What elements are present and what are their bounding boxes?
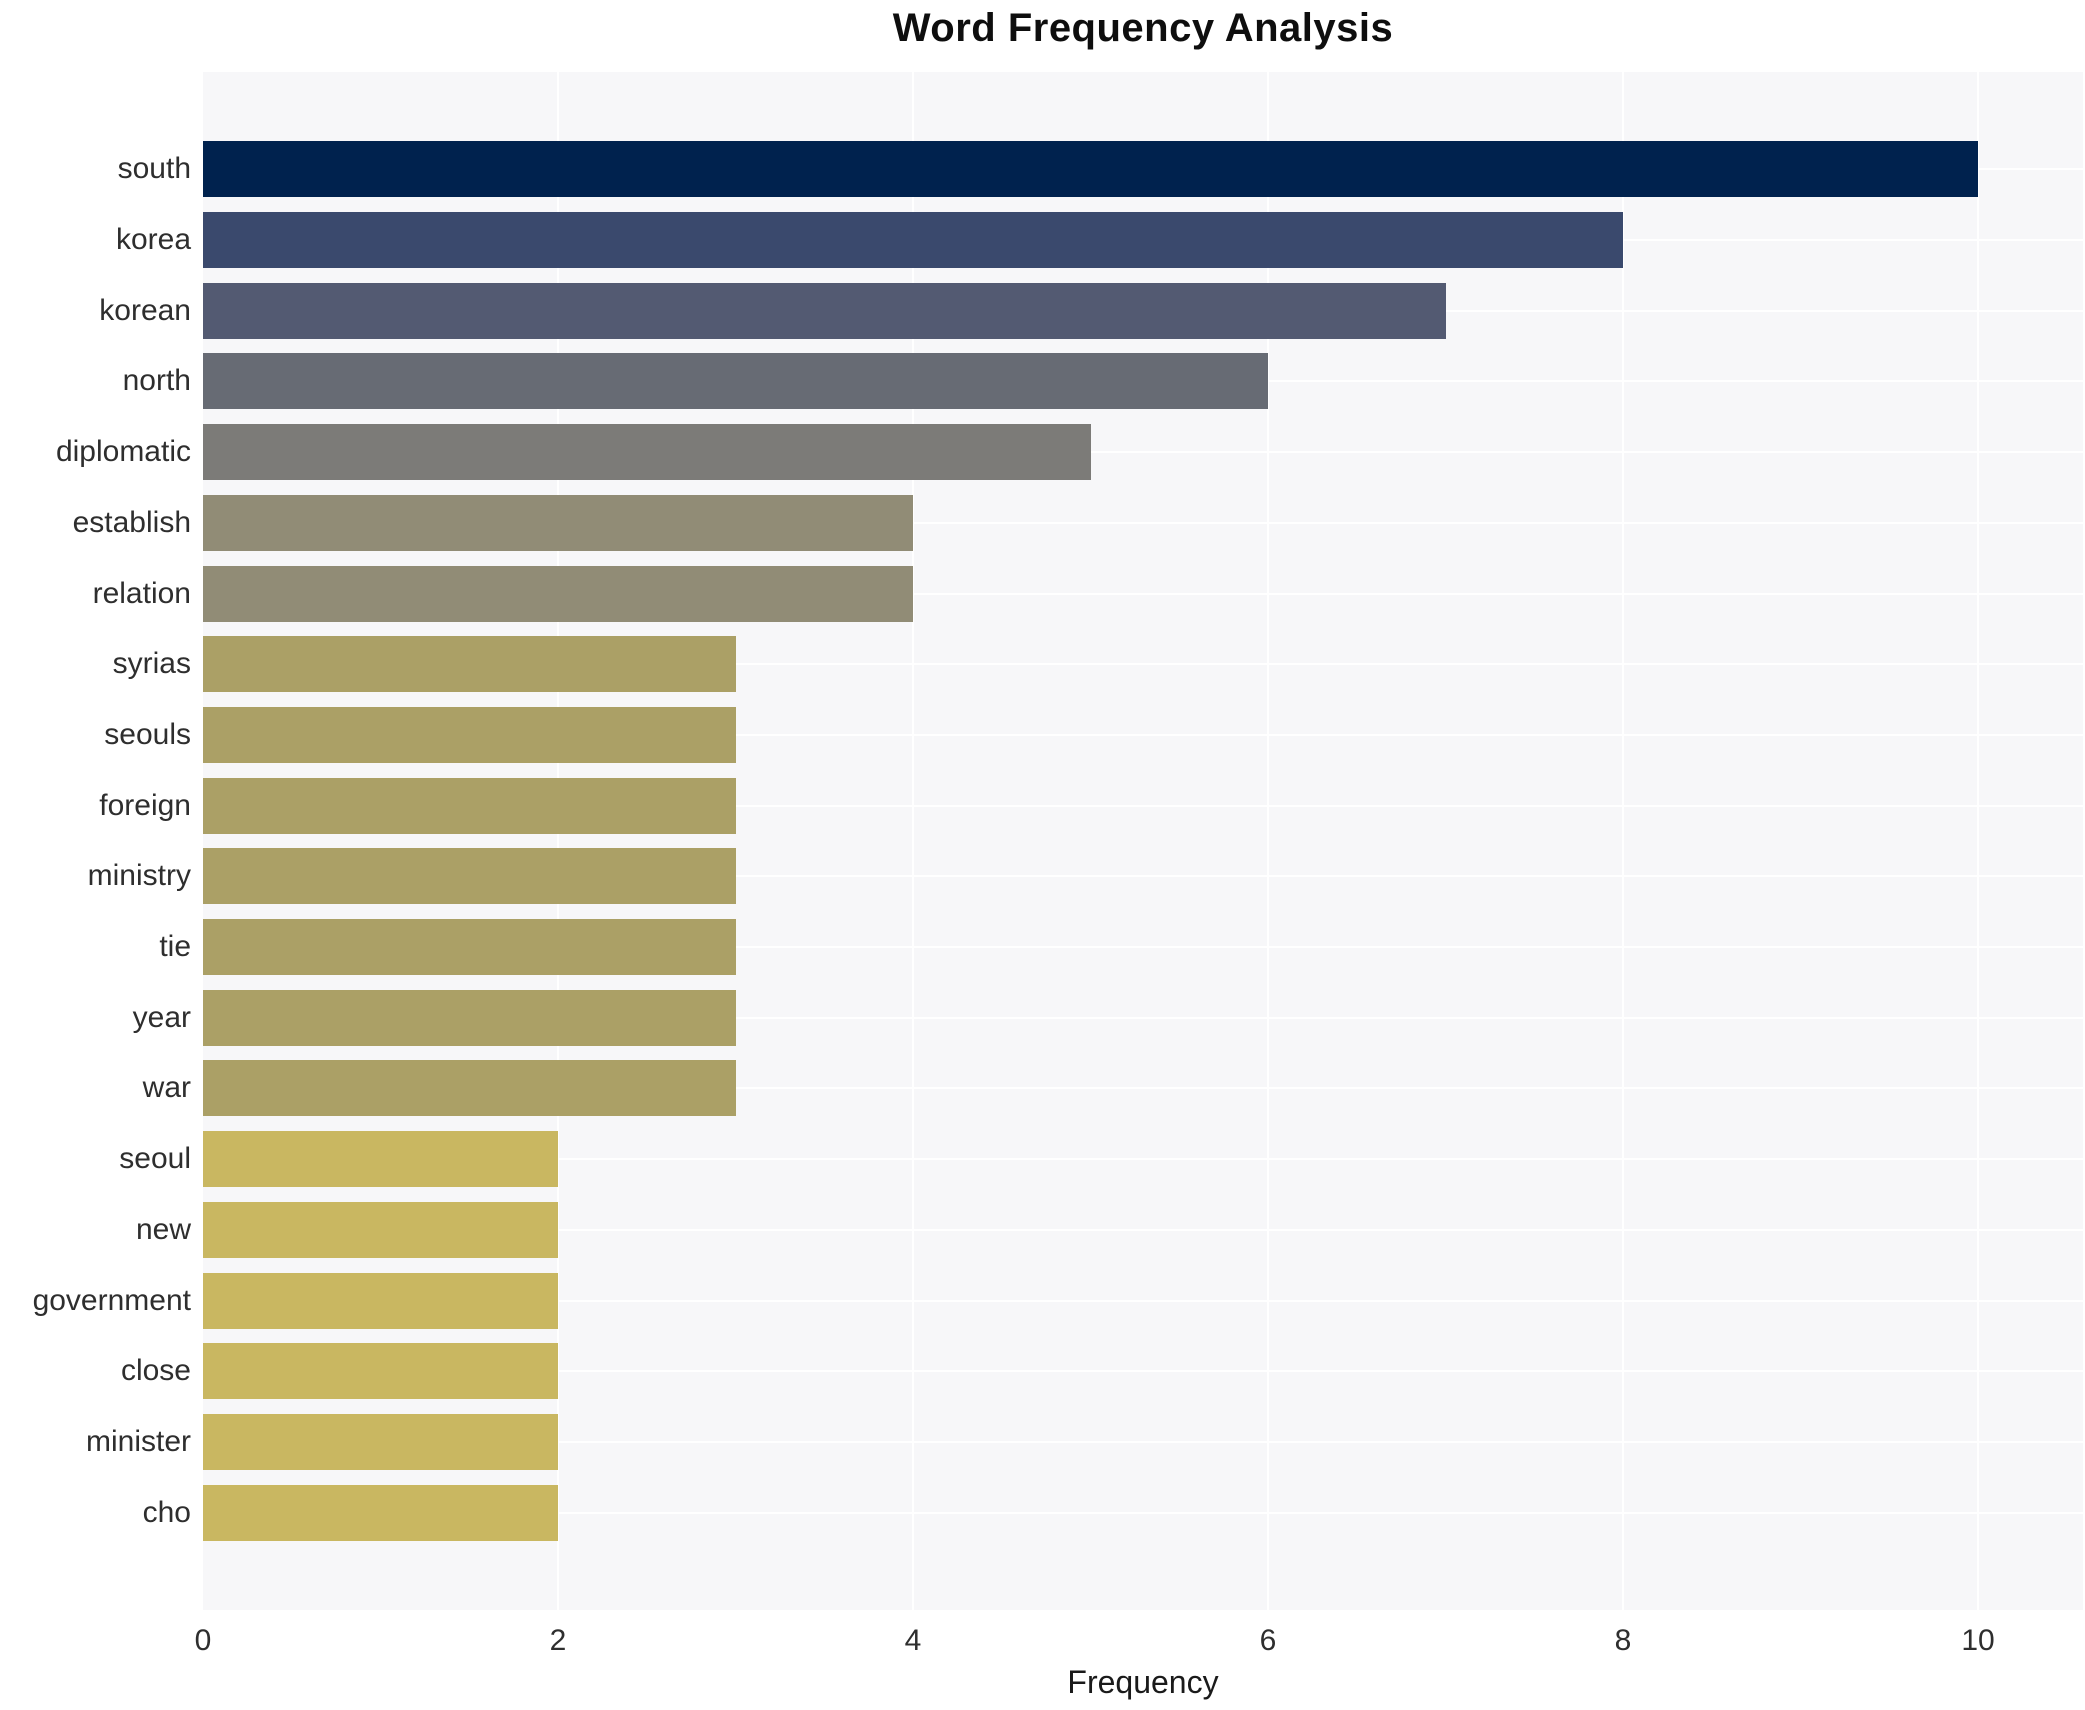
gridline-horizontal bbox=[203, 875, 2083, 878]
y-axis-label-close: close bbox=[120, 1354, 191, 1388]
bar-seoul bbox=[203, 1131, 558, 1188]
bar-syrias bbox=[203, 636, 736, 693]
bar-seouls bbox=[203, 706, 736, 763]
bar-north bbox=[203, 353, 1268, 410]
x-axis-tick-8: 8 bbox=[1614, 1624, 1632, 1657]
y-axis-label-year: year bbox=[132, 1000, 191, 1034]
bar-korea bbox=[203, 212, 1623, 269]
bar-foreign bbox=[203, 777, 736, 834]
y-axis-label-diplomatic: diplomatic bbox=[55, 435, 191, 469]
bar-cho bbox=[203, 1484, 558, 1541]
y-axis-label-foreign: foreign bbox=[99, 788, 191, 822]
y-axis-label-ministry: ministry bbox=[87, 859, 191, 893]
gridline-horizontal bbox=[203, 521, 2083, 524]
x-axis-title: Frequency bbox=[1067, 1664, 1219, 1700]
y-axis-label-cho: cho bbox=[142, 1495, 191, 1529]
y-axis-label-south: south bbox=[117, 152, 191, 186]
gridline-horizontal bbox=[203, 1440, 2083, 1443]
gridline-horizontal bbox=[203, 804, 2083, 807]
gridline-horizontal bbox=[203, 1087, 2083, 1090]
bar-tie bbox=[203, 919, 736, 976]
x-axis-tick-4: 4 bbox=[904, 1624, 922, 1657]
gridline-horizontal bbox=[203, 663, 2083, 666]
gridline-vertical bbox=[1977, 72, 1979, 1610]
gridline-vertical bbox=[1267, 72, 1269, 1610]
plot-area bbox=[203, 72, 2083, 1610]
y-axis-label-tie: tie bbox=[159, 930, 191, 964]
y-axis-label-korea: korea bbox=[115, 223, 191, 257]
x-axis-tick-6: 6 bbox=[1259, 1624, 1277, 1657]
gridline-horizontal bbox=[203, 946, 2083, 949]
y-axis-label-korean: korean bbox=[99, 293, 191, 327]
bar-year bbox=[203, 989, 736, 1046]
bar-south bbox=[203, 141, 1978, 198]
gridline-vertical bbox=[557, 72, 559, 1610]
bar-close bbox=[203, 1343, 558, 1400]
gridline-horizontal bbox=[203, 592, 2083, 595]
y-axis-label-north: north bbox=[122, 364, 191, 398]
gridline-horizontal bbox=[203, 1511, 2083, 1514]
gridline-horizontal bbox=[203, 1370, 2083, 1373]
y-axis-label-government: government bbox=[32, 1283, 191, 1317]
gridline-vertical bbox=[912, 72, 914, 1610]
chart-title: Word Frequency Analysis bbox=[892, 6, 1394, 50]
x-axis-tick-0: 0 bbox=[194, 1624, 212, 1657]
gridline-horizontal bbox=[203, 1016, 2083, 1019]
bar-government bbox=[203, 1272, 558, 1329]
y-axis-label-new: new bbox=[135, 1212, 191, 1246]
y-axis-label-seouls: seouls bbox=[104, 717, 191, 751]
bar-korean bbox=[203, 282, 1446, 339]
x-axis-tick-10: 10 bbox=[1961, 1624, 1995, 1657]
gridline-vertical bbox=[1622, 72, 1624, 1610]
bar-diplomatic bbox=[203, 424, 1091, 481]
bar-relation bbox=[203, 565, 913, 622]
bar-establish bbox=[203, 494, 913, 551]
y-axis-label-minister: minister bbox=[85, 1424, 191, 1458]
bar-war bbox=[203, 1060, 736, 1117]
gridline-horizontal bbox=[203, 1299, 2083, 1302]
y-axis-label-syrias: syrias bbox=[112, 647, 191, 681]
y-axis-label-war: war bbox=[142, 1071, 191, 1105]
bar-new bbox=[203, 1201, 558, 1258]
x-axis-tick-2: 2 bbox=[549, 1624, 567, 1657]
gridline-horizontal bbox=[203, 1228, 2083, 1231]
gridline-horizontal bbox=[203, 733, 2083, 736]
y-axis-label-establish: establish bbox=[72, 505, 191, 539]
bar-ministry bbox=[203, 848, 736, 905]
gridline-horizontal bbox=[203, 451, 2083, 454]
bar-minister bbox=[203, 1413, 558, 1470]
y-axis-label-relation: relation bbox=[92, 576, 191, 610]
y-axis-label-seoul: seoul bbox=[119, 1142, 191, 1176]
gridline-horizontal bbox=[203, 1158, 2083, 1161]
